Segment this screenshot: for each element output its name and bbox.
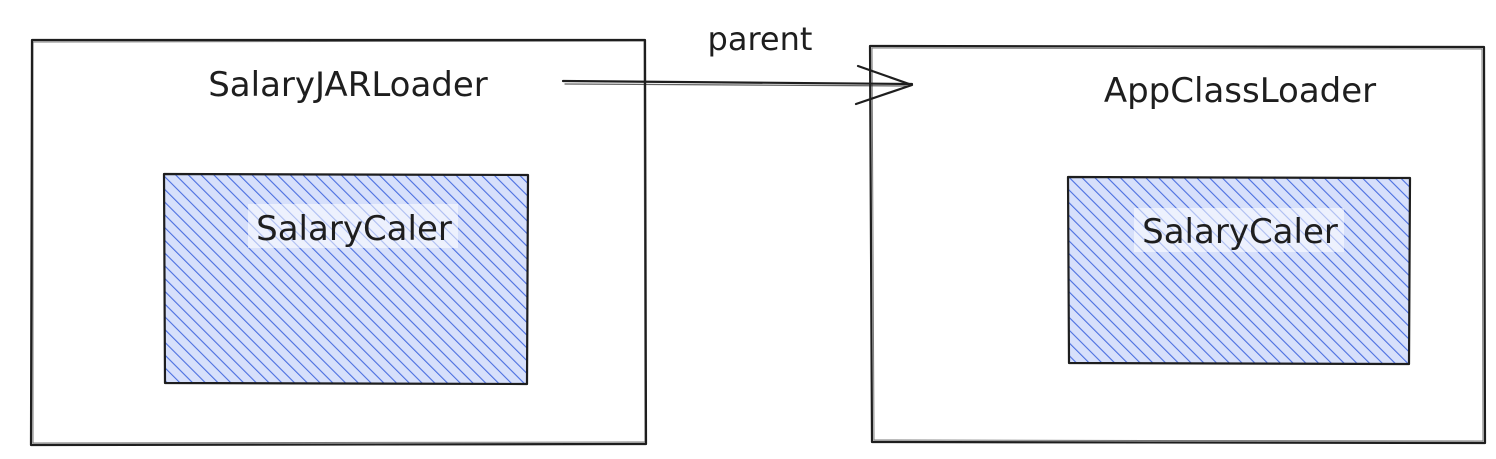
loader-title-app-class: AppClassLoader (1104, 71, 1376, 111)
loader-box-app-class: AppClassLoader SalaryCaler (868, 44, 1487, 445)
loader-box-salary-jar: SalaryJARLoader SalaryCaler (29, 38, 648, 447)
class-box-salary-caler-right: SalaryCaler (1066, 175, 1412, 366)
class-label-salary-caler-left: SalaryCaler (256, 209, 452, 249)
arrowhead-icon (854, 64, 914, 106)
loader-title-salary-jar: SalaryJARLoader (208, 65, 488, 105)
class-label-salary-caler-right: SalaryCaler (1142, 212, 1338, 252)
parent-arrow: parent (561, 20, 914, 106)
parent-edge-label: parent (708, 20, 813, 58)
class-box-salary-caler-left: SalaryCaler (162, 172, 530, 386)
